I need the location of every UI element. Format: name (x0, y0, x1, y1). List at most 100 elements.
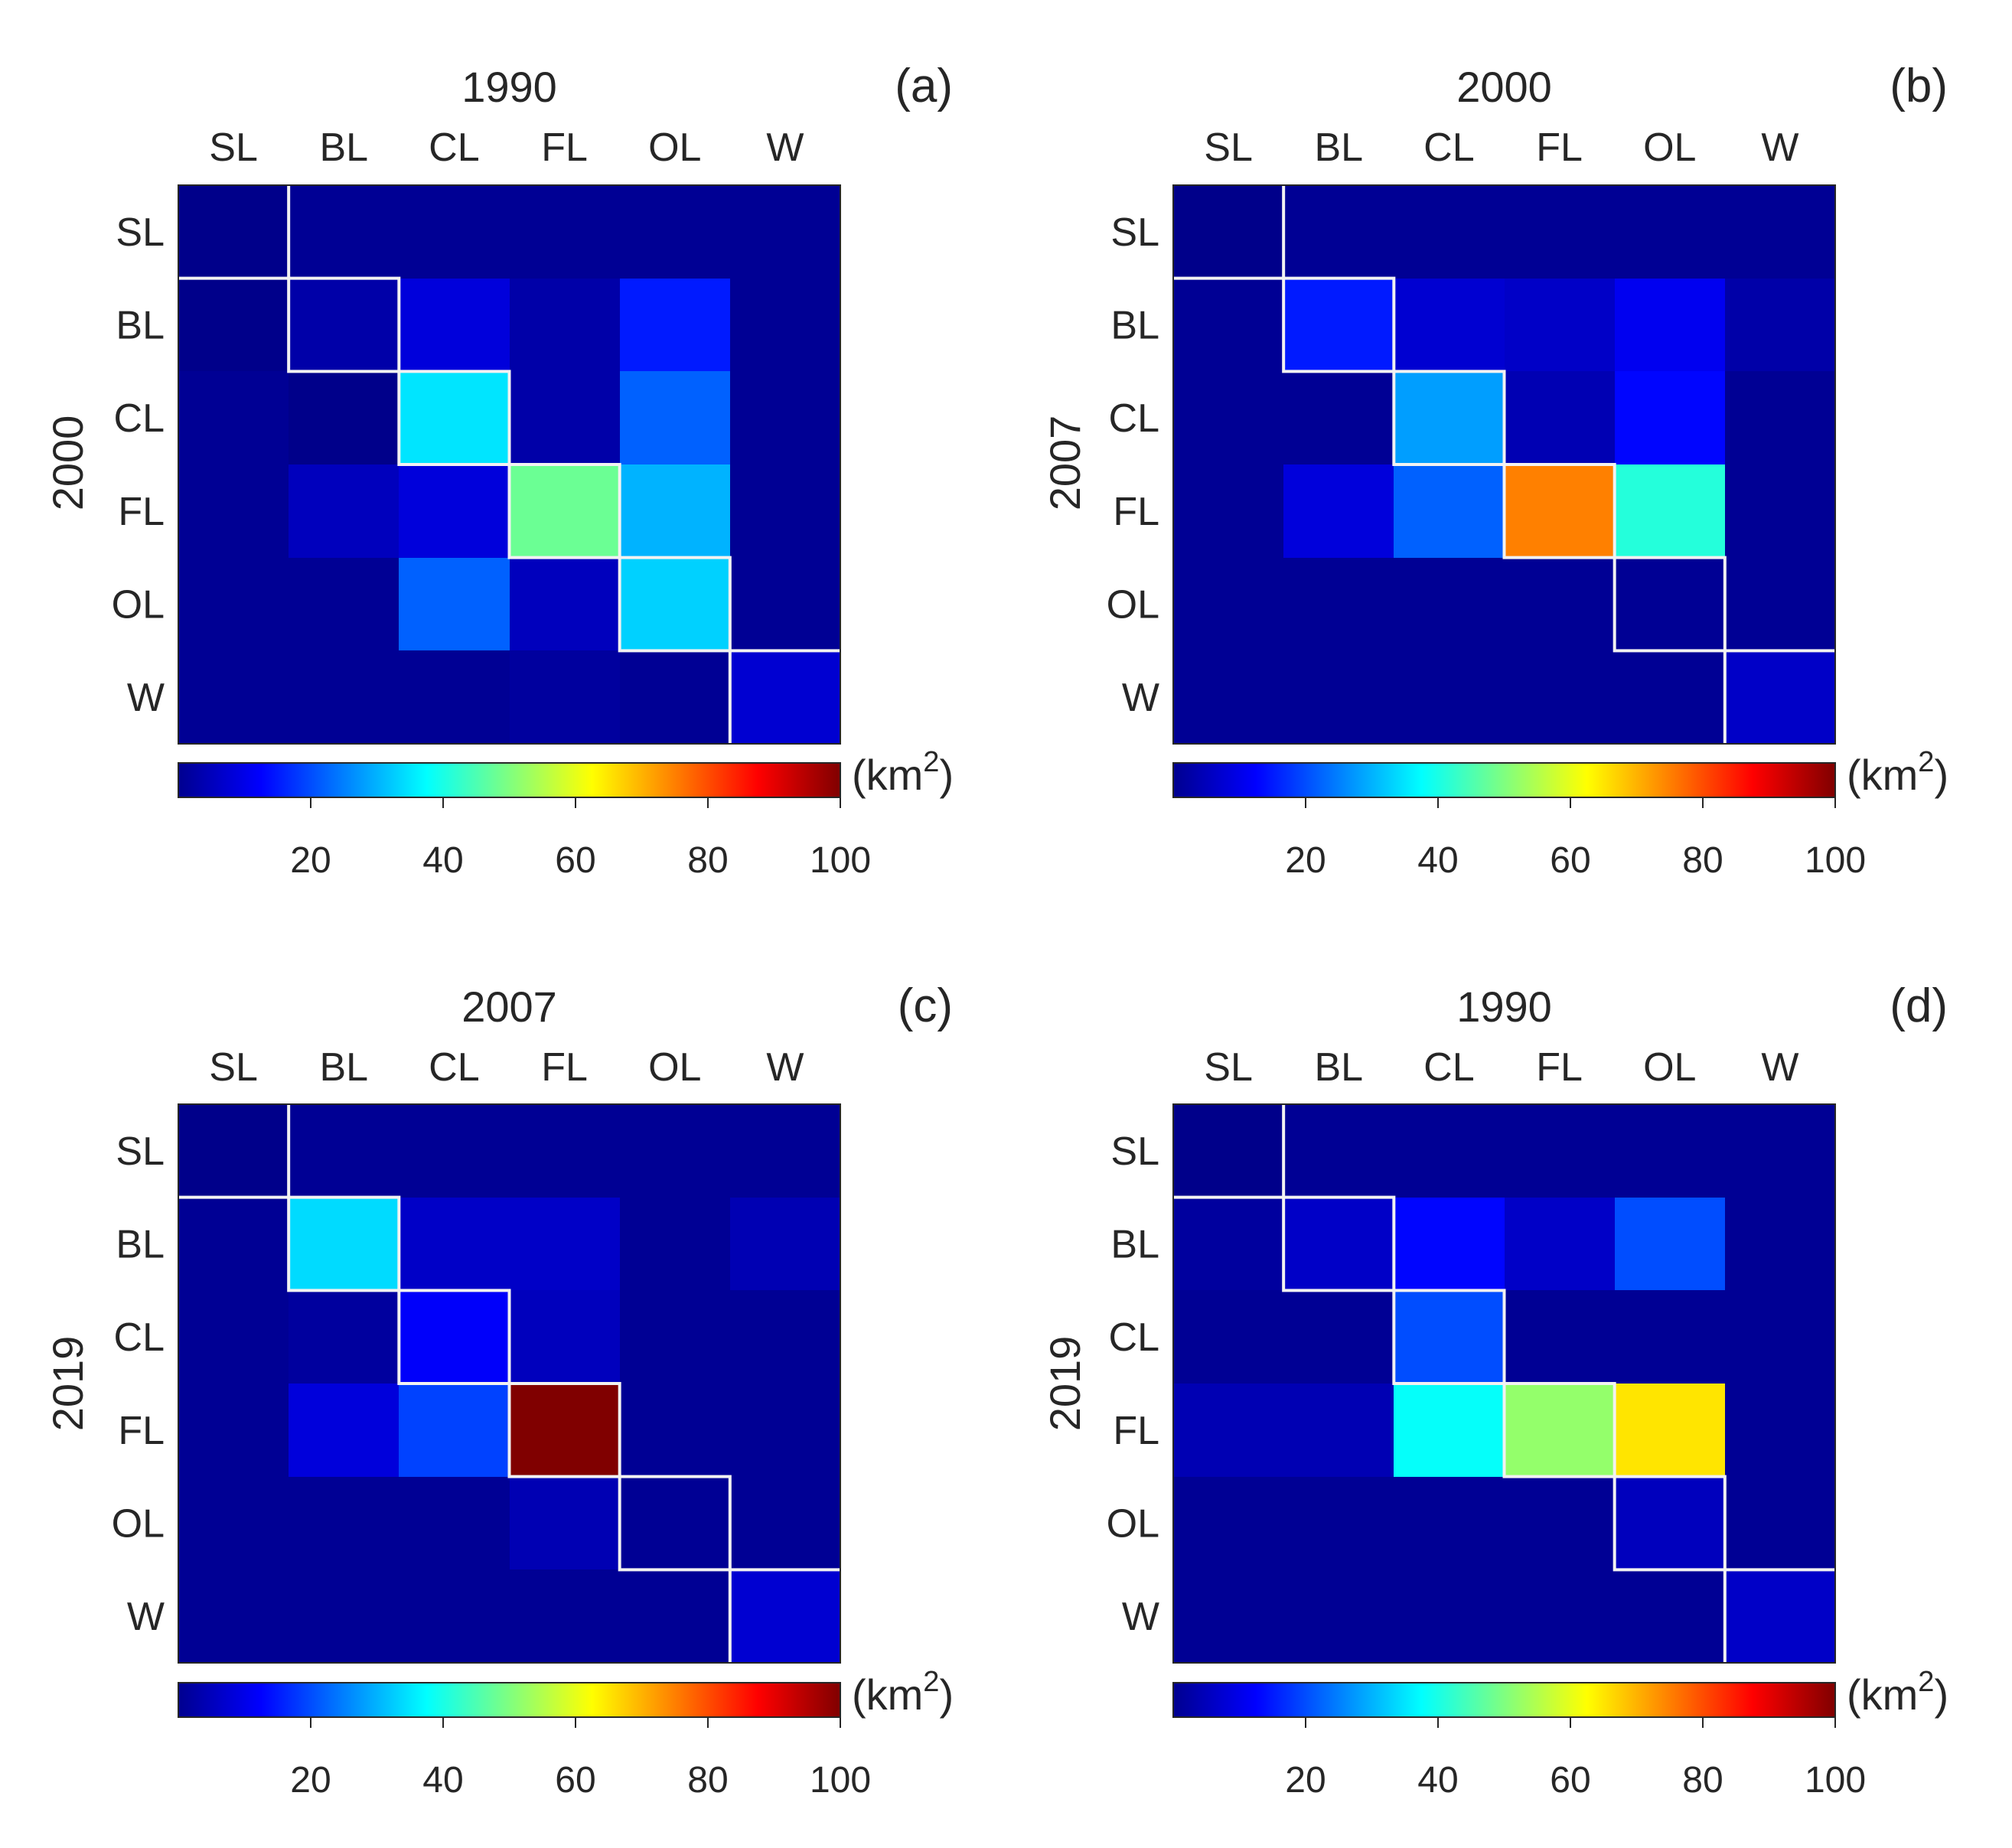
heatmap-cell (289, 1569, 399, 1664)
heatmap-cell (620, 558, 731, 651)
heatmap-cell (1615, 558, 1726, 651)
column-label: OL (648, 125, 701, 170)
heatmap-cell (1725, 279, 1836, 372)
heatmap-cell (1394, 558, 1505, 651)
column-label: SL (1204, 1045, 1253, 1090)
heatmap-cell (620, 185, 731, 279)
heatmap-cell (1725, 558, 1836, 651)
colorbar-tick-label: 20 (1285, 1760, 1326, 1801)
heatmap-cell (510, 1384, 621, 1478)
colorbar-tick-label: 80 (1682, 840, 1723, 881)
colorbar-gradient (178, 763, 840, 797)
row-label: W (127, 1595, 165, 1639)
heatmap-cell (399, 185, 510, 279)
colorbar-frame (178, 762, 841, 798)
y-axis-title: 2000 (44, 416, 92, 511)
heatmap-cell (1725, 185, 1836, 279)
row-label: FL (1113, 1409, 1159, 1453)
heatmap-cell (510, 279, 621, 372)
heatmap-cell (1394, 371, 1505, 465)
chart-title: 1990 (461, 63, 557, 111)
heatmap-cell (1173, 371, 1284, 465)
row-label: SL (116, 210, 165, 255)
heatmap-cell (510, 1290, 621, 1384)
column-label: OL (1643, 1045, 1696, 1090)
heatmap-cell (1725, 464, 1836, 559)
diagonal-outline-upper (1282, 1104, 1835, 1572)
heatmap-cell (178, 464, 289, 559)
column-label: SL (209, 125, 258, 170)
colorbar-frame (1172, 762, 1836, 798)
heatmap-cell (1505, 1104, 1616, 1198)
column-label: FL (541, 125, 588, 170)
heatmap-panel-a: 1990 (a) SL BL CL FL OL W SL BL CL FL OL W 2000 20 40 60 8… (44, 60, 954, 881)
heatmap-cell (1283, 1198, 1394, 1291)
heatmap-cell (510, 185, 621, 279)
row-label: CL (114, 1315, 165, 1360)
chart-title: 2007 (461, 983, 557, 1031)
heatmap-cell (510, 558, 621, 651)
unit-suffix: ) (939, 751, 954, 799)
row-label: BL (116, 1223, 165, 1267)
colorbar-tick-label: 20 (290, 1760, 331, 1801)
heatmap-cell (1283, 1384, 1394, 1478)
column-label: BL (1314, 1045, 1363, 1090)
colorbar-tick-label: 20 (290, 840, 331, 881)
heatmap-cell (1394, 1477, 1505, 1570)
column-label: W (766, 1045, 804, 1090)
heatmap-cell (399, 650, 510, 745)
heatmap-cell (1173, 1198, 1284, 1291)
heatmap-cell (1394, 464, 1505, 559)
colorbar-tick-label: 60 (1550, 840, 1590, 881)
unit-prefix: (km (852, 751, 923, 799)
heatmap-cell (1615, 1477, 1726, 1570)
heatmap-cell (1615, 464, 1726, 559)
heatmap-cell (399, 1290, 510, 1384)
colorbar-gradient (1173, 1683, 1835, 1717)
panel-label: (c) (898, 979, 953, 1032)
heatmap-cell (1615, 1290, 1726, 1384)
heatmap-cell (399, 1569, 510, 1664)
heatmap-cell (289, 185, 399, 279)
heatmap-cell (178, 371, 289, 465)
unit-prefix: (km (852, 1670, 923, 1719)
colorbar-unit: (km2) (1847, 746, 1948, 799)
heatmap-cell (289, 1384, 399, 1478)
column-label: OL (648, 1045, 701, 1090)
row-label: W (1122, 1595, 1159, 1639)
heatmap-cell (1394, 650, 1505, 745)
heatmap-frame (1172, 1103, 1836, 1664)
heatmap-cell (510, 1198, 621, 1291)
unit-superscript: 2 (1918, 746, 1934, 778)
column-label: CL (1423, 1045, 1474, 1090)
heatmap-cell (620, 464, 731, 559)
unit-suffix: ) (1934, 1670, 1948, 1719)
row-label: SL (1110, 210, 1159, 255)
heatmap-cell (1505, 650, 1616, 745)
heatmap-cell (1615, 1198, 1726, 1291)
row-label: BL (116, 304, 165, 348)
unit-superscript: 2 (923, 746, 939, 778)
colorbar: 20 40 60 80 100 (km2) (178, 1666, 954, 1801)
heatmap-cell (1173, 279, 1284, 372)
colorbar-tick-label: 40 (1417, 1760, 1458, 1801)
heatmap-cell (730, 464, 841, 559)
heatmap-cell (1173, 1290, 1284, 1384)
heatmap-cell (510, 371, 621, 465)
heatmap-cell (289, 464, 399, 559)
row-label: W (1122, 676, 1159, 720)
column-label: CL (1423, 125, 1474, 170)
heatmap-cell (730, 1290, 841, 1384)
colorbar-tick-label: 60 (1550, 1760, 1590, 1801)
heatmap-cell (1173, 558, 1284, 651)
row-label: SL (1110, 1129, 1159, 1174)
unit-prefix: (km (1847, 751, 1918, 799)
heatmap-cell (510, 650, 621, 745)
heatmap-cell (178, 185, 289, 279)
heatmap-cell (1173, 464, 1284, 559)
heatmap-cell (1283, 1477, 1394, 1570)
colorbar-unit: (km2) (852, 746, 954, 799)
column-label: FL (1536, 1045, 1583, 1090)
row-label: FL (118, 1409, 165, 1453)
panel-label: (b) (1890, 60, 1948, 112)
